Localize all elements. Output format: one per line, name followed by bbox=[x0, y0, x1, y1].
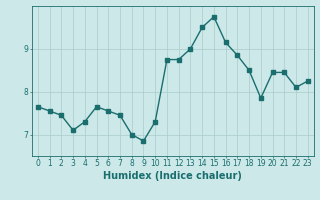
X-axis label: Humidex (Indice chaleur): Humidex (Indice chaleur) bbox=[103, 171, 242, 181]
